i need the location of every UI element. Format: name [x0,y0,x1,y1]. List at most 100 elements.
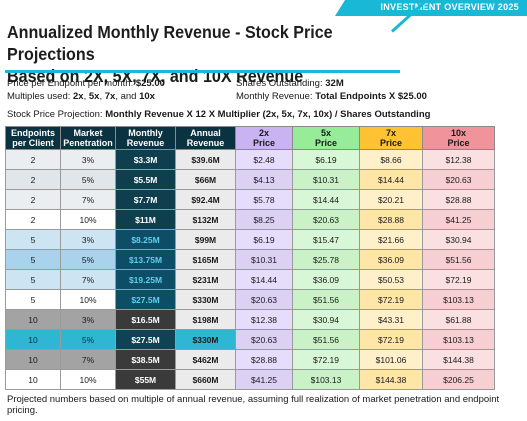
cell-monthly-revenue: $16.5M [115,309,176,330]
table-row: 5 10% $27.5M $330M $20.63 $51.56 $72.19 $103.13 [5,289,495,310]
cell-price-2x: $5.78 [235,189,293,210]
cell-price-5x: $25.78 [292,249,360,270]
cell-price-7x: $50.53 [359,269,423,290]
cell-price-2x: $2.48 [235,149,293,170]
header-monthly-revenue: Monthly Revenue [115,126,176,150]
cell-monthly-revenue: $38.5M [115,349,176,370]
cell-annual-revenue: $330M [175,289,236,310]
cell-endpoints: 5 [5,269,61,290]
price-value: $25.00 [135,78,165,89]
cell-price-10x: $144.38 [422,349,495,370]
cell-price-10x: $51.56 [422,249,495,270]
table-row: 2 10% $11M $132M $8.25 $20.63 $28.88 $41.25 [5,209,495,230]
multiple-5x: 5x [88,91,100,102]
multiple-10x: 10x [139,91,155,102]
cell-annual-revenue: $99M [175,229,236,250]
cell-price-2x: $6.19 [235,229,293,250]
cell-monthly-revenue: $8.25M [115,229,176,250]
cell-price-7x: $28.88 [359,209,423,230]
projection-table: Endpoints per Client Market Penetration Mont… [5,126,495,390]
cell-price-5x: $30.94 [292,309,360,330]
cell-endpoints: 5 [5,229,61,250]
cell-annual-revenue: $165M [175,249,236,270]
cell-price-2x: $20.63 [235,329,293,350]
header-price-7x: 7x Price [359,126,423,150]
header-price-10x: 10x Price [422,126,495,150]
cell-price-7x: $72.19 [359,289,423,310]
multiples-and: , and [115,91,140,102]
cell-price-2x: $4.13 [235,169,293,190]
cell-monthly-revenue: $27.5M [115,329,176,350]
shares-label: Shares Outstanding: [236,78,326,89]
cell-annual-revenue: $462M [175,349,236,370]
cell-price-7x: $8.66 [359,149,423,170]
cell-price-10x: $30.94 [422,229,495,250]
cell-price-10x: $41.25 [422,209,495,230]
monthly-revenue-label: Monthly Revenue: [236,91,316,102]
cell-penetration: 7% [60,349,116,370]
cell-monthly-revenue: $7.7M [115,189,176,210]
cell-price-7x: $20.21 [359,189,423,210]
cell-price-2x: $28.88 [235,349,293,370]
cell-price-7x: $72.19 [359,329,423,350]
cell-penetration: 10% [60,369,116,390]
formula-label: Stock Price Projection: [7,109,106,120]
cell-penetration: 5% [60,329,116,350]
banner-text: INVESTMENT OVERVIEW 2025 [380,2,519,12]
cell-endpoints: 2 [5,169,61,190]
price-label: Price per Endpoint per month: [7,78,136,89]
cell-price-5x: $6.19 [292,149,360,170]
cell-price-10x: $20.63 [422,169,495,190]
table-row: 10 7% $38.5M $462M $28.88 $72.19 $101.06 $144.3… [5,349,495,370]
header-price-5x: 5x Price [292,126,360,150]
multiples-used: Multiples used: 2x, 5x, 7x, and 10x [7,91,155,102]
cell-endpoints: 5 [5,249,61,270]
cell-annual-revenue: $66M [175,169,236,190]
header-price-2x: 2x Price [235,126,293,150]
cell-price-7x: $144.38 [359,369,423,390]
monthly-revenue-value: Total Endpoints X $25.00 [315,91,427,102]
cell-endpoints: 2 [5,209,61,230]
cell-monthly-revenue: $11M [115,209,176,230]
cell-endpoints: 2 [5,149,61,170]
cell-price-5x: $15.47 [292,229,360,250]
cell-annual-revenue: $660M [175,369,236,390]
cell-annual-revenue: $231M [175,269,236,290]
stock-price-formula: Stock Price Projection: Monthly Revenue … [7,109,430,120]
shares-value: 32M [325,78,344,89]
cell-price-10x: $28.88 [422,189,495,210]
table-row: 2 5% $5.5M $66M $4.13 $10.31 $14.44 $20.63 [5,169,495,190]
header-annual-revenue: Annual Revenue [175,126,236,150]
cell-price-2x: $14.44 [235,269,293,290]
cell-price-5x: $103.13 [292,369,360,390]
cell-endpoints: 2 [5,189,61,210]
cell-price-10x: $206.25 [422,369,495,390]
price-per-endpoint: Price per Endpoint per month: $25.00 [7,78,165,89]
cell-price-2x: $20.63 [235,289,293,310]
table-row: 2 7% $7.7M $92.4M $5.78 $14.44 $20.21 $28.88 [5,189,495,210]
cell-monthly-revenue: $55M [115,369,176,390]
cell-monthly-revenue: $13.75M [115,249,176,270]
cell-monthly-revenue: $5.5M [115,169,176,190]
cell-price-5x: $51.56 [292,289,360,310]
shares-outstanding: Shares Outstanding: 32M [236,78,344,89]
cell-penetration: 3% [60,309,116,330]
formula-value: Monthly Revenue X 12 X Multiplier (2x, 5… [105,109,431,120]
cell-annual-revenue: $92.4M [175,189,236,210]
cell-endpoints: 10 [5,329,61,350]
cell-endpoints: 10 [5,349,61,370]
title-line-1: Annualized Monthly Revenue - Stock Price… [7,22,333,64]
cell-price-7x: $36.09 [359,249,423,270]
cell-price-10x: $12.38 [422,149,495,170]
table-row: 5 5% $13.75M $165M $10.31 $25.78 $36.09 $51.56 [5,249,495,270]
table-row: 5 3% $8.25M $99M $6.19 $15.47 $21.66 $30.94 [5,229,495,250]
cell-price-2x: $10.31 [235,249,293,270]
multiple-2x: 2x [73,91,84,102]
table-row: 2 3% $3.3M $39.6M $2.48 $6.19 $8.66 $12.38 [5,149,495,170]
cell-price-10x: $61.88 [422,309,495,330]
table-row: 5 7% $19.25M $231M $14.44 $36.09 $50.53 $72.19 [5,269,495,290]
footnote: Projected numbers based on multiple of a… [7,394,500,416]
cell-endpoints: 10 [5,309,61,330]
header-endpoints: Endpoints per Client [5,126,61,150]
cell-price-5x: $20.63 [292,209,360,230]
